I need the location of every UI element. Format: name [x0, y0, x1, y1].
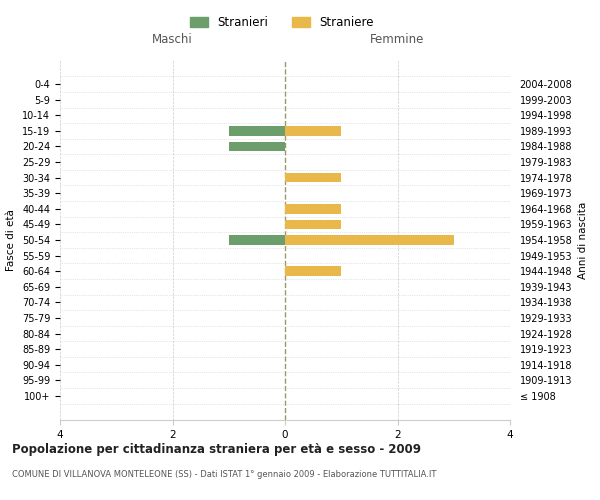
Bar [285, 204, 341, 214]
Bar [285, 126, 341, 136]
Bar [229, 142, 285, 151]
Legend: Stranieri, Straniere: Stranieri, Straniere [190, 16, 374, 29]
Y-axis label: Fasce di età: Fasce di età [7, 209, 16, 271]
Bar [285, 266, 341, 276]
Bar [229, 126, 285, 136]
Text: Femmine: Femmine [370, 32, 425, 46]
Bar [285, 220, 341, 229]
Bar [285, 236, 454, 244]
Text: COMUNE DI VILLANOVA MONTELEONE (SS) - Dati ISTAT 1° gennaio 2009 - Elaborazione : COMUNE DI VILLANOVA MONTELEONE (SS) - Da… [12, 470, 436, 479]
Bar [285, 173, 341, 182]
Y-axis label: Anni di nascita: Anni di nascita [578, 202, 588, 278]
Text: Maschi: Maschi [152, 32, 193, 46]
Bar [229, 236, 285, 244]
Text: Popolazione per cittadinanza straniera per età e sesso - 2009: Popolazione per cittadinanza straniera p… [12, 442, 421, 456]
